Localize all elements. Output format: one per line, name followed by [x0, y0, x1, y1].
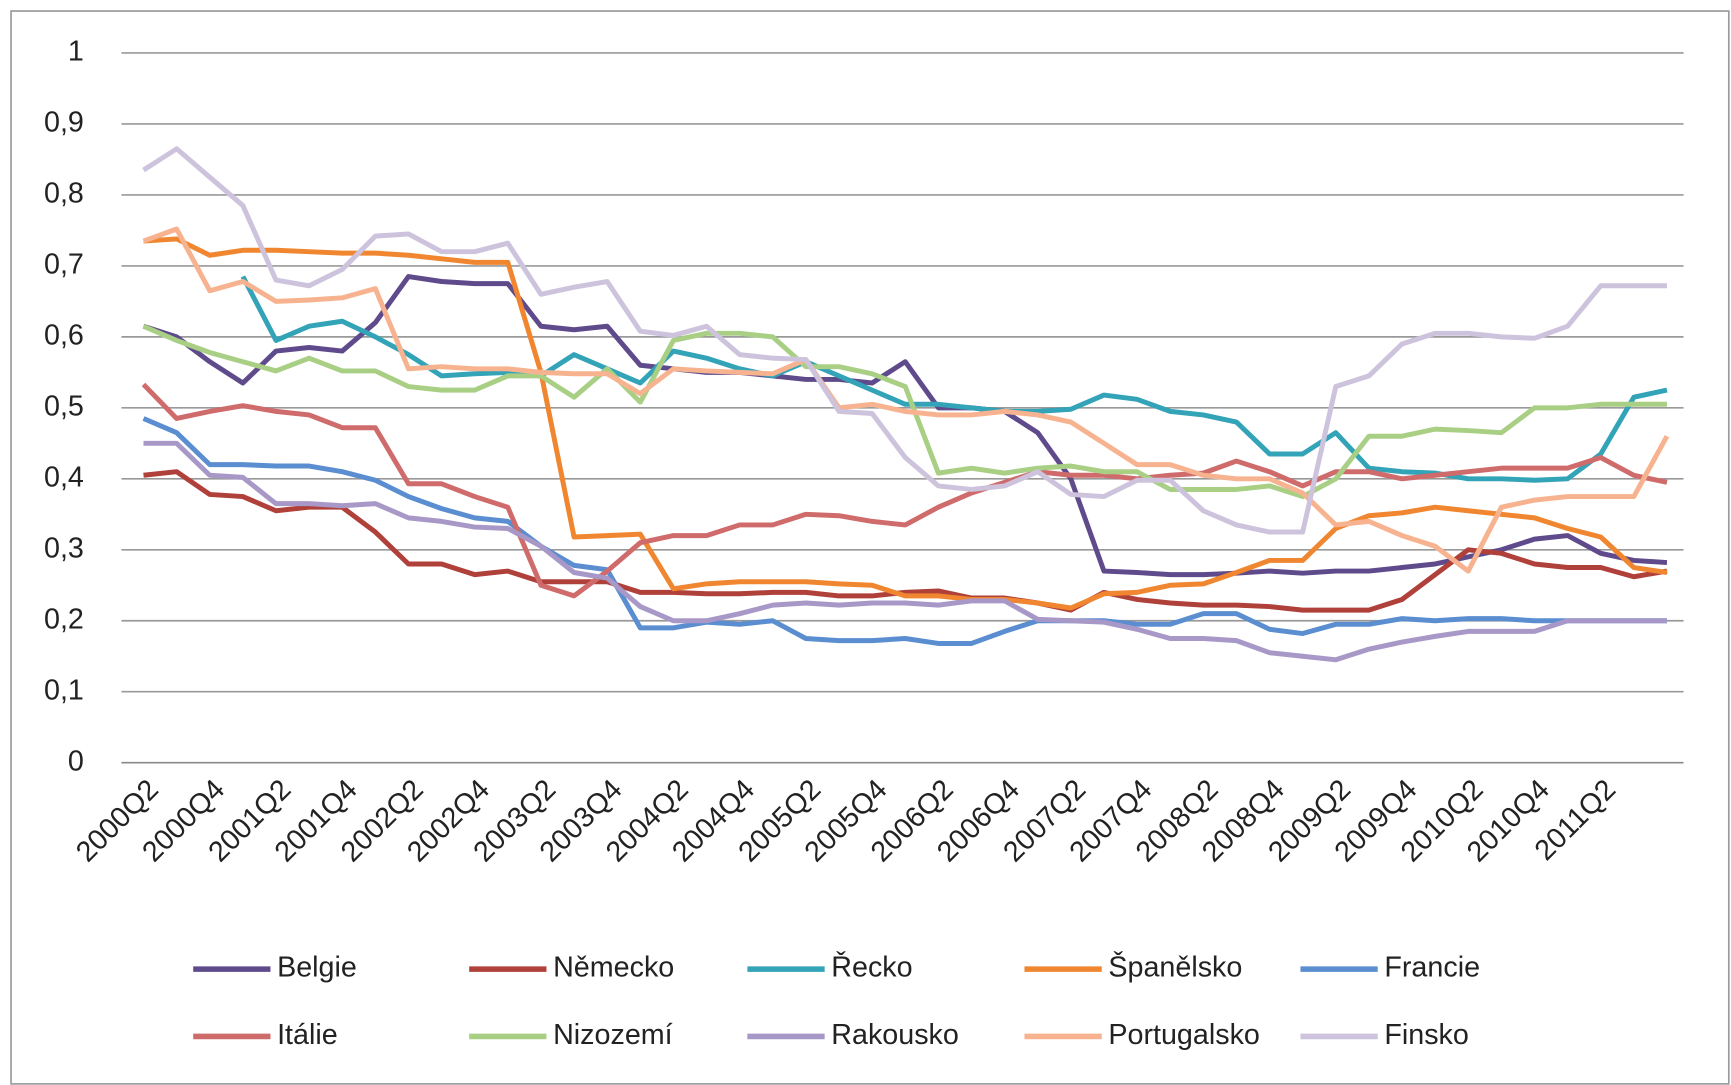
- legend-label: Itálie: [277, 1019, 338, 1051]
- series-line: [143, 469, 1668, 613]
- y-tick-label: 0,2: [44, 603, 84, 635]
- series-line: [142, 416, 1667, 646]
- y-tick-label: 0,5: [44, 390, 84, 422]
- series-line: [141, 382, 1668, 599]
- legend-label: Nizozemí: [553, 1019, 673, 1051]
- legend-label: Španělsko: [1108, 950, 1242, 984]
- legend-label: Francie: [1384, 952, 1480, 984]
- series-line: [240, 275, 1668, 483]
- legend-label: Německo: [553, 952, 674, 984]
- y-tick-label: 0,9: [44, 107, 84, 139]
- legend-label: Řecko: [831, 951, 912, 984]
- series-line: [142, 274, 1668, 578]
- y-tick-label: 0,7: [44, 248, 84, 280]
- y-tick-label: 0,1: [44, 674, 84, 706]
- series-line: [142, 146, 1667, 535]
- y-tick-label: 0,4: [44, 461, 84, 493]
- series-line: [143, 440, 1667, 663]
- series-line: [143, 236, 1668, 611]
- legend-label: Portugalsko: [1108, 1019, 1260, 1051]
- y-tick-label: 0,8: [44, 178, 84, 210]
- legend-label: Finsko: [1384, 1019, 1469, 1051]
- series-line: [142, 226, 1670, 574]
- legend-label: Rakousko: [831, 1019, 959, 1051]
- y-tick-label: 0,3: [44, 532, 84, 564]
- chart-frame: [10, 10, 1730, 1085]
- y-tick-label: 1: [68, 36, 84, 68]
- y-tick-label: 0: [68, 745, 84, 777]
- series-line: [142, 323, 1667, 500]
- legend-label: Belgie: [277, 952, 357, 984]
- y-tick-label: 0,6: [44, 319, 84, 351]
